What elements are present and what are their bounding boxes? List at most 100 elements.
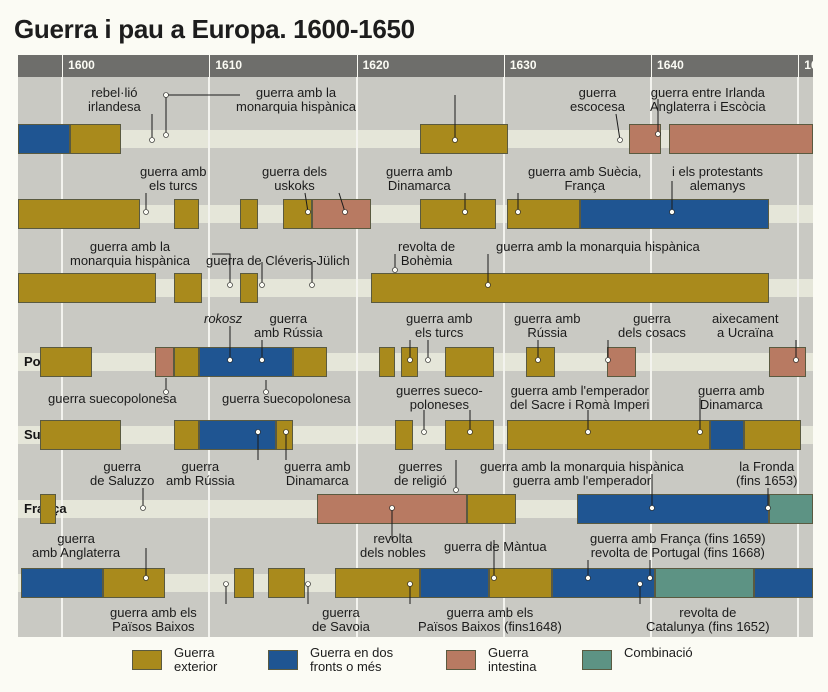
tick-label: 1640 <box>657 58 684 72</box>
war-label: guerra amb Rússia <box>254 311 323 340</box>
war-label: guerra amb Anglaterra <box>32 531 121 560</box>
war-bar <box>580 199 769 229</box>
war-label: guerra suecopolonesa <box>222 391 351 406</box>
legend-swatch <box>268 650 298 670</box>
war-bar <box>20 568 104 598</box>
tick-label: 1630 <box>509 58 537 72</box>
tick-mark <box>356 55 358 77</box>
war-label: guerra amb Rússia <box>514 311 581 340</box>
war-label: guerra amb la monarquia hispànica <box>236 85 356 114</box>
tick-mark <box>503 55 505 77</box>
war-bar <box>606 347 637 377</box>
decade-line <box>650 77 653 637</box>
war-bar <box>283 199 313 229</box>
legend-swatch <box>132 650 162 670</box>
war-bar <box>444 420 494 450</box>
war-bar <box>628 124 662 154</box>
war-bar <box>334 568 420 598</box>
war-bar <box>18 273 157 303</box>
war-label: guerres de religió <box>394 459 447 488</box>
war-label: guerra entre Irlanda Anglaterra i Escòci… <box>650 85 766 114</box>
war-label: guerra amb Rússia <box>166 459 235 488</box>
war-label: guerra amb la monarquia hispànica guerra… <box>480 459 684 488</box>
war-label: aixecament a Ucraïna <box>712 311 779 340</box>
tick-label: 1610 <box>215 58 243 72</box>
war-bar <box>312 199 372 229</box>
war-bar <box>419 568 490 598</box>
war-bar <box>174 273 203 303</box>
war-bar <box>754 568 813 598</box>
war-label: guerres sueco- poloneses <box>396 383 483 412</box>
war-bar <box>709 420 744 450</box>
war-bar <box>655 568 755 598</box>
war-bar <box>40 494 57 524</box>
war-bar <box>240 273 258 303</box>
war-label: guerra dels cosacs <box>618 311 686 340</box>
war-bar <box>419 199 497 229</box>
war-bar <box>506 199 581 229</box>
tick-mark <box>798 55 800 77</box>
war-bar <box>467 494 516 524</box>
war-bar <box>444 347 494 377</box>
war-bar <box>69 124 122 154</box>
war-label: guerra amb Suècia, França <box>528 164 642 193</box>
war-label: guerra de Màntua <box>444 539 547 554</box>
war-label: guerra de Saluzzo <box>90 459 155 488</box>
war-label: guerra amb la monarquia hispànica <box>70 239 190 268</box>
war-bar <box>293 347 328 377</box>
war-bar <box>743 420 802 450</box>
chart-title: Guerra i pau a Europa. 1600-1650 <box>14 14 415 44</box>
decade-line <box>355 77 358 637</box>
tick-mark <box>209 55 211 77</box>
war-bar <box>768 347 806 377</box>
legend-label: Guerra exterior <box>174 645 218 674</box>
war-bar <box>199 347 294 377</box>
war-label: guerra amb els Països Baixos <box>110 605 197 634</box>
legend-label: Guerra en dos fronts o més <box>310 645 394 674</box>
tick-label: 1620 <box>362 58 390 72</box>
decade-line <box>502 77 505 637</box>
war-label: rokosz <box>204 311 243 326</box>
war-label: guerra amb l'emperador del Sacre i Romà … <box>510 383 650 412</box>
war-bar <box>668 124 813 154</box>
war-bar <box>199 420 276 450</box>
war-bar <box>234 568 254 598</box>
war-label: rebel·lió irlandesa <box>88 85 141 114</box>
war-bar <box>400 347 419 377</box>
legend-swatch <box>582 650 612 670</box>
war-label: revolta de Bohèmia <box>398 239 456 268</box>
time-axis <box>18 55 813 77</box>
war-bar <box>419 124 509 154</box>
war-bar <box>768 494 813 524</box>
tick-label: 1650 <box>804 58 828 72</box>
war-bar <box>40 347 92 377</box>
war-label: guerra amb França (fins 1659) revolta de… <box>590 531 766 560</box>
war-bar <box>40 420 122 450</box>
legend-label: Guerra intestina <box>488 645 537 674</box>
war-label: revolta dels nobles <box>360 531 426 560</box>
war-label: la Fronda (fins 1653) <box>736 459 798 488</box>
war-bar <box>394 420 413 450</box>
legend-label: Combinació <box>624 645 693 660</box>
war-label: guerra amb Dinamarca <box>386 164 453 193</box>
war-bar <box>275 420 294 450</box>
war-bar <box>378 347 395 377</box>
war-label: guerra amb els turcs <box>406 311 473 340</box>
war-label: guerra amb els turcs <box>140 164 207 193</box>
war-label: guerra de Savoia <box>312 605 370 634</box>
war-bar <box>316 494 468 524</box>
war-label: guerra amb la monarquia hispànica <box>496 239 700 254</box>
war-label: guerra amb els Països Baixos (fins1648) <box>418 605 562 634</box>
war-label: guerra escocesa <box>570 85 625 114</box>
war-bar <box>154 347 175 377</box>
war-bar <box>18 199 141 229</box>
tick-mark <box>651 55 653 77</box>
war-label: guerra amb Dinamarca <box>698 383 765 412</box>
war-bar <box>18 124 70 154</box>
war-bar <box>103 568 166 598</box>
war-bar <box>525 347 556 377</box>
war-label: revolta de Catalunya (fins 1652) <box>646 605 770 634</box>
war-label: guerra dels uskoks <box>262 164 328 193</box>
row-band <box>18 130 813 148</box>
war-bar <box>371 273 769 303</box>
